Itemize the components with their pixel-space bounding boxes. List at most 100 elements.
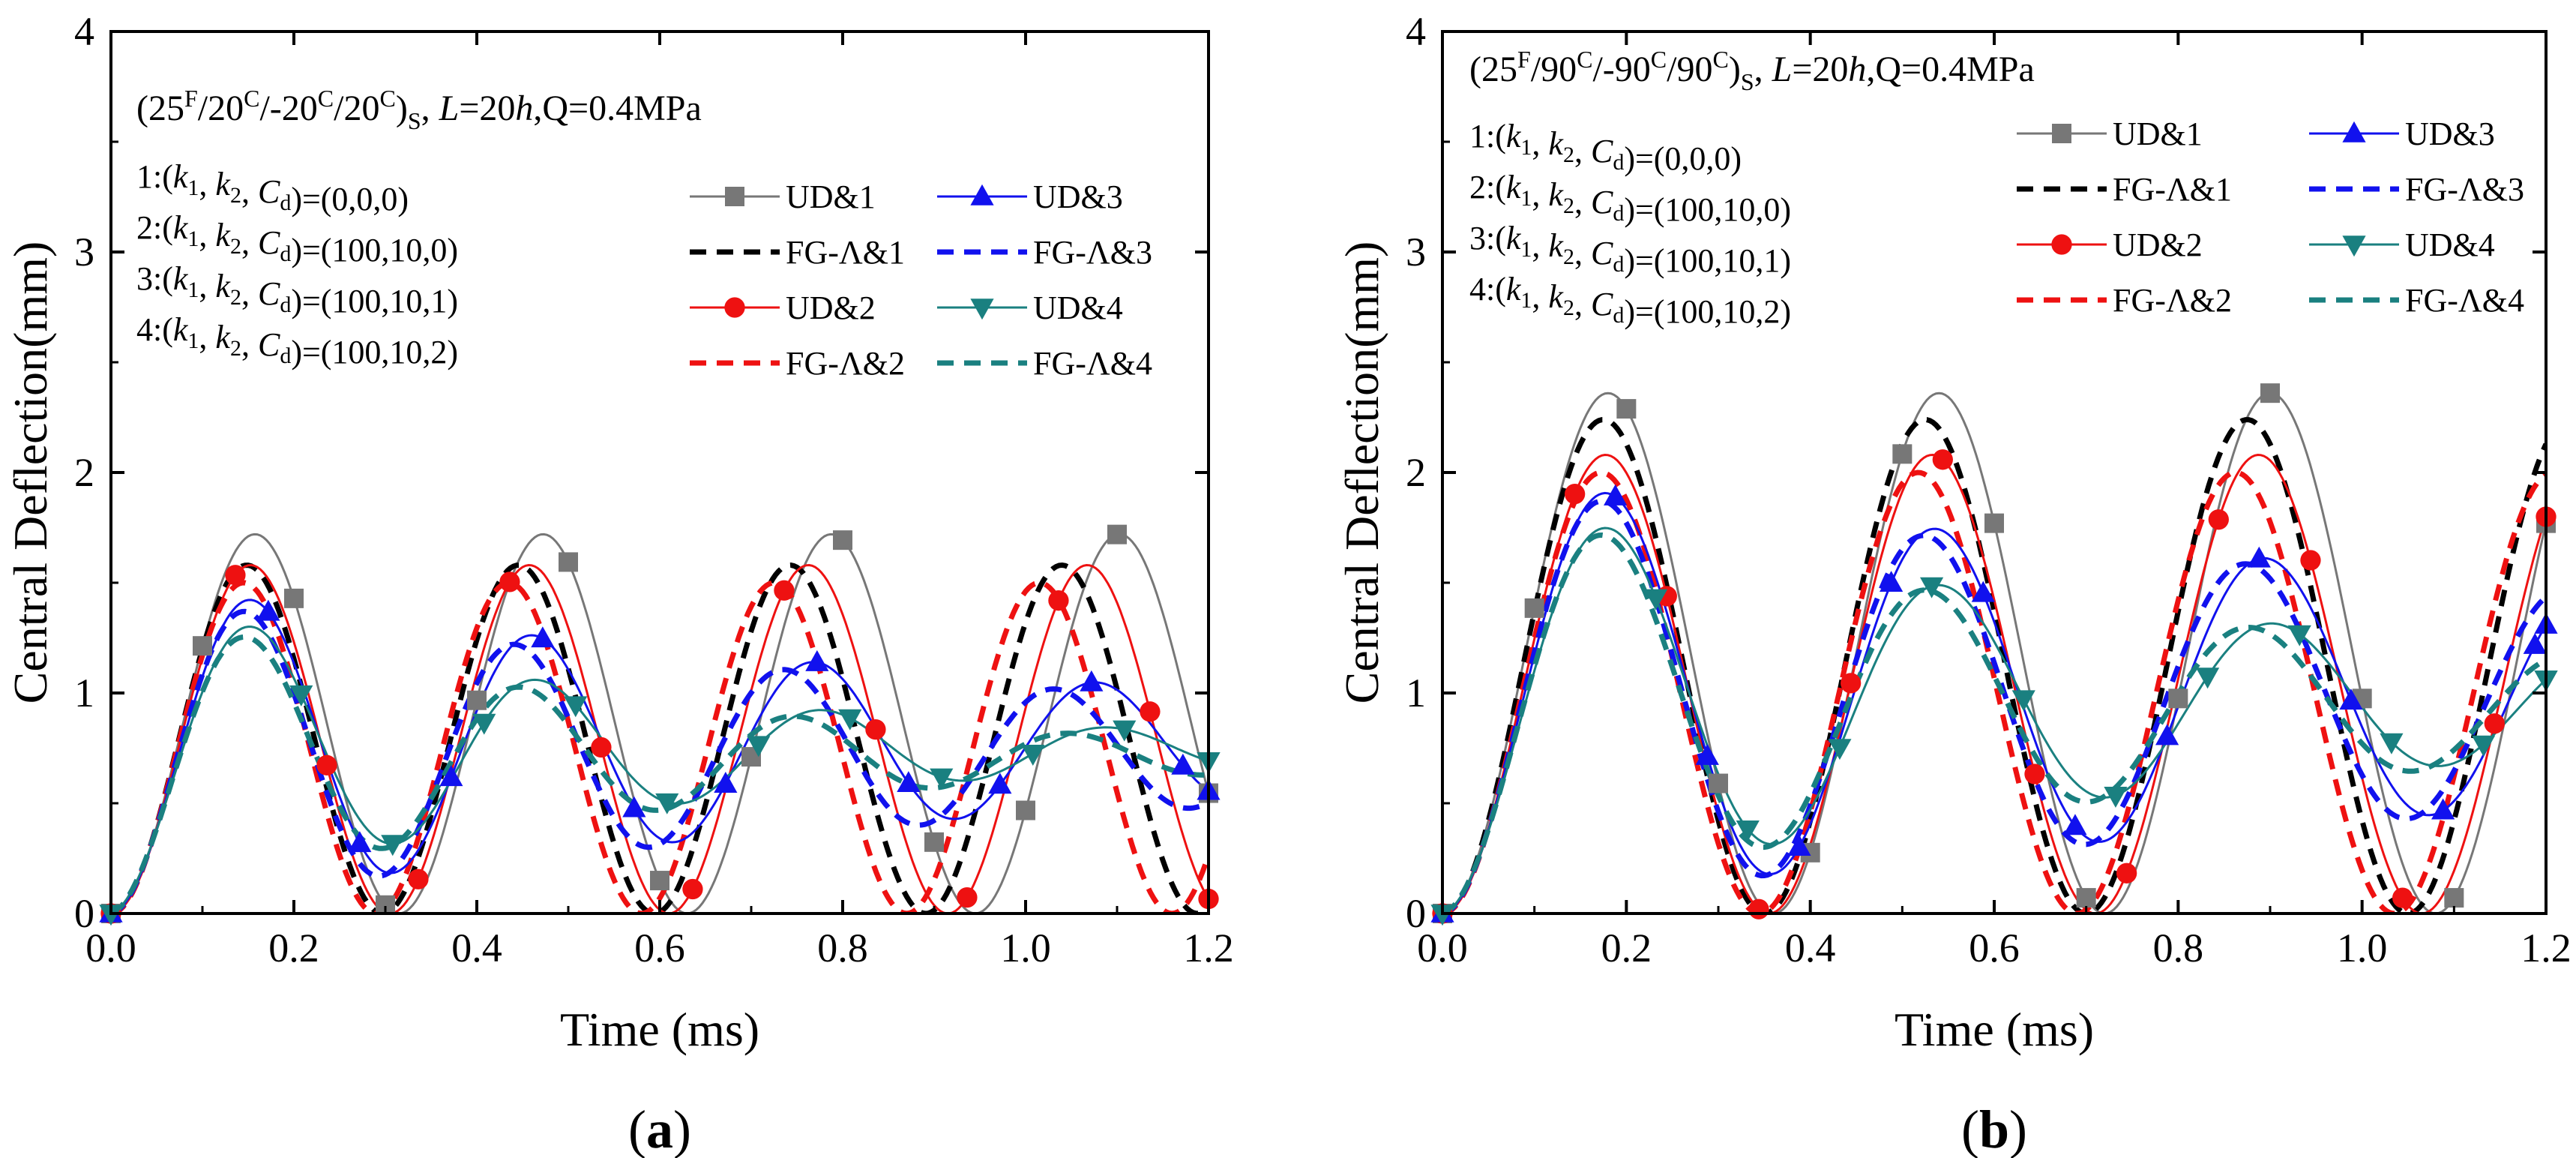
- marker-UD1: [2168, 688, 2188, 709]
- marker-UD4: [747, 736, 771, 758]
- marker-UD2: [499, 572, 520, 592]
- legend-label: UD&2: [786, 290, 876, 326]
- marker-UD1: [1892, 444, 1913, 464]
- legend-marker: [724, 297, 745, 318]
- series-line-FG3: [1442, 498, 2546, 914]
- x-tick-label: 1.2: [2521, 926, 2572, 970]
- x-tick-label: 1.0: [1000, 926, 1051, 970]
- x-tick-label: 1.2: [1183, 926, 1234, 970]
- marker-UD2: [957, 886, 978, 908]
- legend-label: UD&4: [1033, 290, 1123, 326]
- panel-b: 0.0 0.2 0.4 0.6 0.8 1.0 1.2 0 1 2 3 4 Time (ms) Cen…: [1335, 9, 2572, 1158]
- marker-UD2: [2300, 550, 2321, 571]
- marker-UD2: [1748, 898, 1769, 920]
- legend-label: UD&1: [2113, 116, 2203, 152]
- y-tick-label: 1: [1406, 670, 1426, 716]
- marker-UD1: [1616, 399, 1637, 419]
- marker-UD4: [1828, 739, 1852, 760]
- legend-marker: [970, 184, 994, 206]
- marker-UD4: [1643, 589, 1668, 610]
- marker-UD3: [897, 771, 921, 793]
- series-line-FG4: [1442, 532, 2546, 914]
- x-tick-label: 1.0: [2337, 926, 2388, 970]
- y-axis-label-a: Central Deflection(mm): [4, 242, 57, 704]
- marker-UD1: [650, 871, 669, 891]
- case-label: 4:(k1, k2, Cd)=(100,10,2): [136, 311, 458, 370]
- marker-UD3: [1787, 835, 1811, 856]
- legend-marker: [2051, 234, 2072, 255]
- marker-UD4: [1113, 720, 1137, 742]
- marker-UD4: [2104, 787, 2128, 808]
- case-list-b: 1:(k1, k2, Cd)=(0,0,0)2:(k1, k2, Cd)=(10…: [1469, 118, 1791, 330]
- legend-marker: [2052, 124, 2071, 143]
- marker-UD4: [99, 904, 123, 926]
- series-line-UD1: [1442, 392, 2546, 914]
- marker-UD4: [838, 709, 862, 730]
- marker-UD4: [930, 768, 954, 790]
- marker-UD3: [531, 626, 555, 648]
- panel-label-b: (b): [1961, 1100, 2027, 1158]
- legend-label: FG-Λ&4: [2405, 282, 2524, 319]
- marker-UD1: [1984, 513, 2004, 533]
- marker-UD3: [348, 831, 372, 853]
- y-axis-label-b: Central Deflection(mm): [1335, 242, 1388, 704]
- marker-UD3: [2523, 632, 2547, 654]
- marker-UD3: [1880, 571, 1904, 592]
- x-tick-label: 0.8: [2153, 926, 2204, 970]
- marker-UD2: [2208, 509, 2229, 530]
- marker-UD2: [591, 736, 612, 758]
- x-tick-label: 0.8: [817, 926, 868, 970]
- marker-UD1: [1107, 524, 1127, 544]
- marker-UD1: [833, 530, 852, 550]
- marker-UD2: [2392, 887, 2413, 908]
- marker-UD3: [1971, 580, 1995, 602]
- y-tick-label: 4: [74, 9, 94, 54]
- legend-b: UD&1 UD&3 FG-Λ&1 FG-Λ&3 UD&2 UD&4 FG-Λ&2 FG-Λ&4: [2017, 116, 2524, 319]
- legend-marker: [970, 298, 994, 320]
- marker-UD2: [1564, 484, 1586, 505]
- marker-UD2: [2024, 764, 2045, 784]
- case-label: 2:(k1, k2, Cd)=(100,10,0): [136, 209, 458, 268]
- marker-UD1: [924, 832, 944, 852]
- legend-marker: [2342, 121, 2366, 142]
- legend-marker: [725, 187, 744, 206]
- y-tick-label: 4: [1406, 9, 1426, 54]
- legend-label: FG-Λ&1: [2113, 171, 2232, 208]
- legend-label: FG-Λ&1: [786, 234, 905, 271]
- case-label: 3:(k1, k2, Cd)=(100,10,1): [1469, 220, 1791, 279]
- case-label: 3:(k1, k2, Cd)=(100,10,1): [136, 260, 458, 320]
- legend-label: UD&3: [1033, 178, 1123, 215]
- marker-UD2: [1840, 673, 1862, 694]
- legend-label: UD&4: [2405, 226, 2495, 263]
- series-line-FG3: [111, 608, 1209, 914]
- marker-UD2: [2116, 862, 2137, 884]
- marker-UD2: [865, 718, 886, 740]
- x-tick-label: 0.6: [634, 926, 685, 970]
- case-label: 1:(k1, k2, Cd)=(0,0,0): [136, 158, 409, 218]
- marker-UD4: [1736, 820, 1760, 842]
- series-line-UD4: [1442, 526, 2546, 914]
- marker-UD3: [988, 772, 1012, 794]
- marker-UD2: [1140, 701, 1161, 722]
- marker-UD3: [805, 650, 829, 671]
- x-tick-label: 0.0: [1417, 926, 1468, 970]
- marker-UD1: [1016, 800, 1035, 820]
- marker-UD3: [1080, 670, 1104, 692]
- marker-UD4: [381, 835, 405, 856]
- case-label: 4:(k1, k2, Cd)=(100,10,2): [1469, 271, 1791, 330]
- marker-UD4: [2287, 625, 2311, 646]
- marker-UD1: [284, 588, 304, 608]
- panel-a: 0.0 0.2 0.4 0.6 0.8 1.0 1.2 0 1 2 3 4 Time (ms) Cen…: [4, 9, 1234, 1158]
- y-tick-label: 3: [74, 230, 94, 274]
- marker-UD2: [316, 754, 337, 776]
- marker-UD4: [2011, 690, 2035, 712]
- y-tick-label: 0: [1406, 891, 1426, 936]
- marker-UD4: [2471, 735, 2496, 757]
- series-line-UD3: [1442, 491, 2546, 914]
- marker-UD3: [2431, 798, 2455, 820]
- marker-UD1: [1709, 773, 1728, 794]
- legend-label: FG-Λ&2: [2113, 282, 2232, 319]
- y-tick-label: 2: [1406, 450, 1426, 495]
- marker-UD4: [564, 696, 588, 718]
